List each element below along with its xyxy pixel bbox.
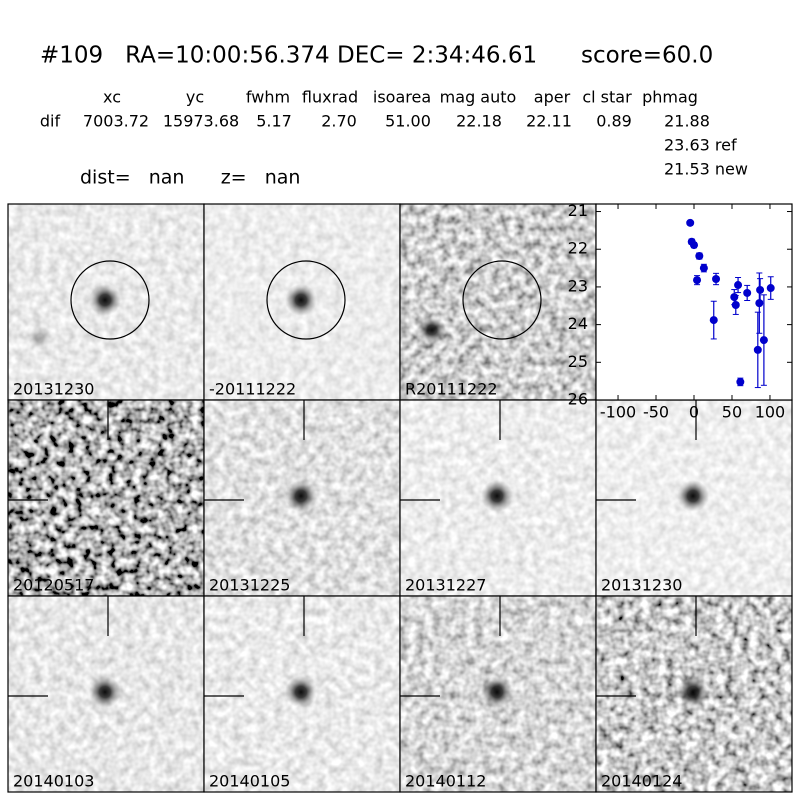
column-header: isoarea: [373, 88, 431, 107]
stamp-frame: [595, 595, 793, 793]
stamp-label: 20131225: [209, 576, 290, 595]
source: [285, 480, 317, 512]
column-header: yc: [186, 88, 204, 107]
x-tick-label: 50: [722, 403, 742, 422]
point: [766, 284, 775, 293]
stamp: [399, 595, 597, 793]
stamp-label: 20140105: [209, 772, 290, 791]
stamp: [7, 399, 205, 597]
stamp-label: 20140112: [405, 772, 486, 791]
stamp-label: -20111222: [209, 380, 296, 399]
point: [693, 276, 702, 285]
point: [759, 336, 768, 345]
neighbor: [28, 326, 52, 350]
point: [712, 275, 721, 284]
phmag-extra: 23.63 ref: [664, 136, 737, 155]
point: [734, 281, 743, 290]
column-header: mag auto: [440, 88, 517, 107]
column-header: cl star: [582, 88, 632, 107]
table-cell: 0.89: [596, 112, 632, 131]
stamp-label: 20120517: [13, 576, 94, 595]
point: [743, 288, 752, 297]
stamp: [7, 203, 205, 401]
title: #109 RA=10:00:56.374 DEC= 2:34:46.61 sco…: [40, 43, 713, 69]
y-tick-label: 22: [568, 239, 588, 258]
y-tick-label: 21: [568, 201, 588, 220]
table-cell: 2.70: [321, 112, 357, 131]
stamp-label: 20140124: [601, 772, 682, 791]
point: [699, 264, 708, 273]
point: [686, 218, 695, 227]
source: [89, 284, 121, 316]
table-cell: 15973.68: [163, 112, 239, 131]
stamp: [7, 595, 205, 793]
stamp-label: 20131230: [601, 576, 682, 595]
point: [695, 252, 704, 261]
stamp: [203, 399, 401, 597]
stamp-label: 20140103: [13, 772, 94, 791]
stamp-label: 20131230: [13, 380, 94, 399]
y-tick-label: 25: [568, 352, 588, 371]
table-cell: 5.17: [256, 112, 292, 131]
point: [709, 316, 718, 325]
y-tick-label: 24: [568, 314, 588, 333]
source: [285, 284, 317, 316]
stamp: [399, 399, 597, 597]
stamp: [203, 203, 401, 401]
column-header: phmag: [642, 88, 698, 107]
point: [756, 285, 765, 294]
dist-line: dist= nan z= nan: [80, 167, 300, 189]
column-header: fluxrad: [302, 88, 358, 107]
column-header: aper: [534, 88, 571, 107]
stamp: [203, 595, 401, 793]
point: [736, 377, 745, 386]
aperture: [70, 260, 150, 340]
y-tick-label: 26: [568, 390, 588, 409]
x-tick-label: 100: [755, 403, 786, 422]
stamp: [595, 595, 793, 793]
source: [677, 480, 709, 512]
stamp-image: [8, 400, 204, 596]
stamp-label: 20131227: [405, 576, 486, 595]
phmag-extra: 21.53 new: [664, 160, 748, 179]
point: [730, 293, 739, 302]
row-label: dif: [40, 112, 61, 131]
table-cell: 22.11: [526, 112, 572, 131]
source: [285, 676, 317, 708]
point: [753, 345, 762, 354]
column-header: fwhm: [246, 88, 290, 107]
source: [481, 480, 513, 512]
neighbor: [418, 316, 446, 344]
stamp: [595, 399, 793, 597]
point: [755, 299, 764, 308]
table-cell: 51.00: [385, 112, 431, 131]
aperture: [462, 260, 542, 340]
table-cell: 21.88: [664, 112, 710, 131]
source: [481, 676, 513, 708]
point: [731, 301, 740, 310]
table-cell: 7003.72: [83, 112, 149, 131]
stamp: [399, 203, 597, 401]
aperture: [266, 260, 346, 340]
table-cell: 22.18: [456, 112, 502, 131]
source: [491, 294, 503, 306]
stamp-label: R20111222: [405, 380, 498, 399]
point: [690, 241, 698, 250]
x-tick-label: 0: [689, 403, 699, 422]
column-header: xc: [103, 88, 121, 107]
x-tick-label: -100: [600, 403, 636, 422]
source: [89, 676, 121, 708]
source: [677, 676, 709, 708]
y-tick-label: 23: [568, 276, 588, 295]
x-tick-label: -50: [643, 403, 669, 422]
